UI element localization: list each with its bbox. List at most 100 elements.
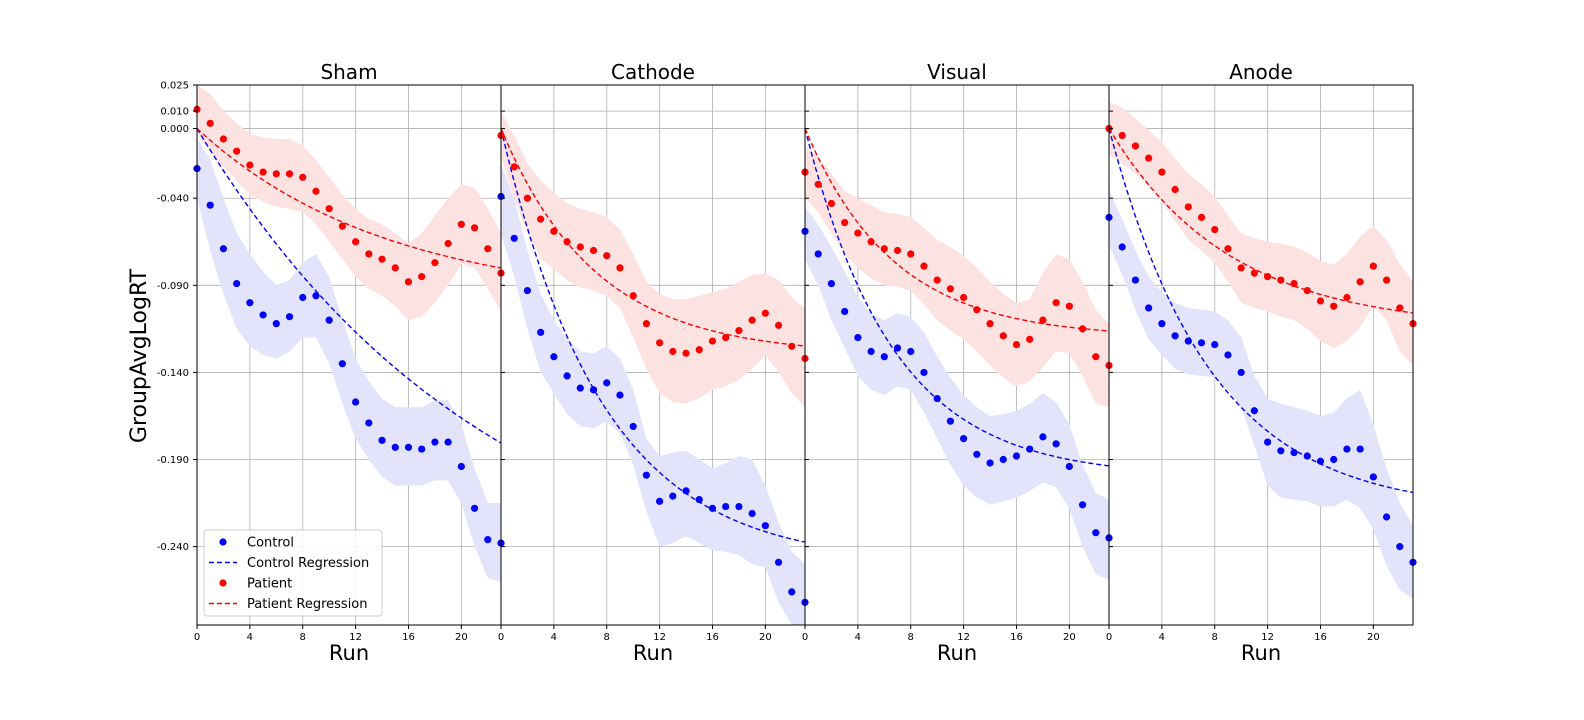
control-point [1250,407,1258,415]
control-point [735,502,743,511]
x-tick-label: 16 [402,632,415,643]
patient-point [1131,142,1140,150]
control-point [1039,433,1047,441]
control-point [841,307,849,316]
legend-marker [219,579,227,587]
patient-point [1092,353,1100,361]
patient-point [642,320,650,328]
patient-point [418,273,426,281]
control-point [523,286,532,295]
patient-point [352,238,360,246]
x-tick-label: 12 [349,632,362,643]
control-point [233,279,241,288]
x-axis-label: Run [937,641,977,665]
patient-point [391,264,399,272]
control-point [219,245,228,253]
control-point [1184,337,1192,345]
x-tick-label: 4 [855,632,861,643]
patient-point [629,292,637,300]
control-point [1237,368,1245,377]
patient-point [1171,185,1179,194]
control-point [827,279,836,288]
patient-point [206,119,214,127]
control-point [1052,440,1060,448]
control-point [973,450,981,458]
control-point [788,588,796,596]
control-point [748,509,756,518]
control-point [338,360,346,368]
y-tick-label: -0.190 [157,455,189,466]
control-point [563,372,571,380]
patient-point [907,250,915,258]
control-point [1264,438,1272,446]
patient-point [854,229,862,237]
control-point [259,311,267,319]
patient-point [841,219,849,227]
x-tick-label: 8 [1212,632,1218,643]
patient-point [550,227,558,235]
control-point [986,459,994,467]
y-tick-label: 0.025 [160,81,189,92]
control-point [1343,445,1351,453]
control-point [1330,455,1338,464]
legend-label: Control Regression [247,556,369,571]
patient-point [960,293,968,302]
patient-point [603,252,611,260]
patient-confidence-band [501,111,805,408]
x-axis-label: Run [633,641,673,665]
patient-point [1290,279,1298,288]
control-point [695,495,703,504]
patient-point [1396,304,1404,312]
patient-point [616,264,624,272]
panel-title: Sham [320,60,377,84]
patient-point [748,316,756,324]
patient-point [1369,262,1377,270]
x-tick-label: 4 [551,632,557,643]
patient-point [338,222,346,230]
control-point [960,435,968,443]
x-tick-label: 0 [498,632,504,643]
x-tick-label: 16 [1010,632,1023,643]
patient-point [404,278,413,286]
patient-point [378,255,386,263]
patient-point [431,259,439,267]
patient-point [285,170,294,178]
control-point [299,293,307,302]
control-regression-line [1108,128,1414,494]
control-point [352,398,360,406]
patient-point [1039,316,1047,324]
control-confidence-band [501,163,805,625]
legend-label: Patient Regression [247,597,368,612]
control-point [880,353,888,361]
patient-point [774,321,783,329]
patient-point [1065,302,1073,310]
patient-point [1211,225,1219,234]
patient-regression-line [804,128,1110,332]
control-confidence-band [197,137,501,582]
control-point [629,422,637,431]
control-point [1290,448,1298,457]
control-point [1396,543,1404,551]
y-tick-label: -0.040 [157,194,189,205]
y-tick-label: -0.090 [157,281,189,292]
patient-point [695,346,703,354]
control-point [325,316,333,324]
control-point [907,347,915,356]
control-point [1118,243,1126,251]
patient-point [827,199,836,208]
x-tick-label: 12 [653,632,666,643]
control-point [1211,340,1219,349]
y-tick-label: 0.010 [160,107,189,118]
patient-point [1330,302,1338,310]
patient-confidence-band [197,85,501,321]
control-point [761,522,769,530]
x-tick-label: 8 [300,632,306,643]
patient-point [708,337,717,345]
panel-title: Visual [927,60,987,84]
control-regression-line [804,128,1110,467]
control-point [1158,320,1166,328]
control-point [272,320,280,328]
patient-point [788,342,796,350]
control-point [1012,452,1021,460]
